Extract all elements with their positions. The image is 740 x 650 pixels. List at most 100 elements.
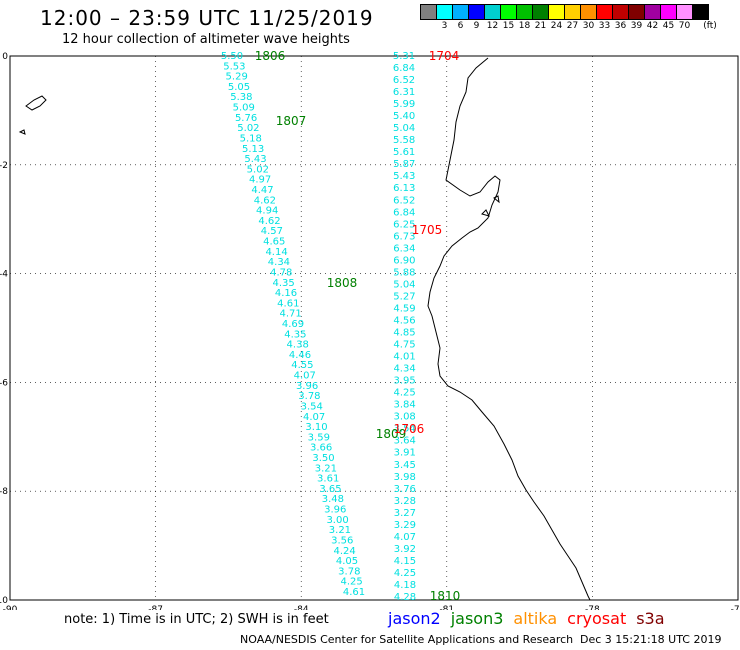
wave-height-value: 3.64 (394, 436, 416, 447)
color-scale-bar (420, 4, 709, 20)
wave-height-value: 6.84 (393, 207, 415, 218)
wave-height-value: 4.35 (272, 278, 294, 289)
wave-height-value: 3.61 (317, 474, 339, 485)
wave-height-value: 3.50 (312, 453, 334, 464)
wave-height-value: 3.92 (394, 544, 416, 555)
wave-height-value: 4.18 (394, 580, 416, 591)
y-tick-label: -6 (0, 378, 8, 388)
pass-time-label: 1705 (412, 223, 443, 237)
pass-time-label: 1808 (327, 276, 358, 290)
color-scale-tick: 27 (566, 21, 579, 31)
color-scale-tick: 6 (457, 21, 464, 31)
color-scale-tick: 9 (473, 21, 480, 31)
wave-height-value: 6.52 (393, 195, 415, 206)
pass-time-label: 1810 (430, 589, 461, 603)
wave-height-value: 5.43 (244, 154, 266, 165)
wave-height-value: 4.57 (261, 226, 283, 237)
wave-height-value: 4.55 (291, 360, 313, 371)
wave-height-value: 4.62 (258, 216, 280, 227)
wave-height-value: 6.31 (393, 87, 415, 98)
wave-height-value: 6.90 (393, 255, 415, 266)
wave-height-value: 4.28 (394, 592, 416, 603)
track-west: 5.505.535.295.055.385.095.765.025.185.13… (221, 51, 365, 598)
wave-height-value: 4.71 (280, 309, 302, 320)
wave-height-value: 3.48 (322, 494, 344, 505)
wave-height-value: 3.98 (394, 472, 416, 483)
x-tick-label: -78 (585, 605, 600, 610)
wave-height-value: 5.02 (247, 164, 269, 175)
wave-height-value: 5.05 (228, 82, 250, 93)
color-scale-tick: 18 (518, 21, 531, 31)
wave-height-value: 4.34 (393, 364, 415, 375)
wave-height-value: 6.52 (393, 75, 415, 86)
chart-title: 12:00 – 23:59 UTC 11/25/2019 (40, 6, 374, 30)
wave-height-value: 4.14 (265, 247, 287, 258)
wave-height-value: 3.54 (301, 401, 323, 412)
color-scale-tick: 45 (662, 21, 675, 31)
grid-lines (10, 56, 738, 600)
wave-height-value: 3.65 (319, 484, 341, 495)
wave-height-value: 3.10 (305, 422, 327, 433)
wave-height-value: 4.47 (251, 185, 273, 196)
footer-timestamp: Dec 3 15:21:18 UTC 2019 (580, 633, 722, 646)
wave-height-value: 3.56 (331, 535, 353, 546)
color-scale-tick: 12 (486, 21, 499, 31)
wave-height-value: 5.18 (240, 133, 262, 144)
wave-height-value: 4.65 (263, 237, 285, 248)
wave-height-value: 5.53 (223, 61, 245, 72)
wave-height-value: 5.50 (221, 51, 243, 62)
wave-height-value: 4.01 (393, 352, 415, 363)
pass-time-label: 1706 (394, 422, 425, 436)
wave-height-value: 5.76 (235, 113, 257, 124)
wave-height-value: 4.61 (277, 298, 299, 309)
track-east: 5.316.846.526.315.995.405.045.585.615.87… (393, 51, 416, 603)
pass-time-label: 1807 (276, 114, 307, 128)
y-tick-label: 0 (2, 52, 8, 62)
wave-height-value: 4.35 (284, 329, 306, 340)
wave-height-value: 5.40 (393, 111, 415, 122)
y-tick-label: -4 (0, 270, 8, 280)
wave-height-value: 3.45 (394, 460, 416, 471)
gulf-islands (481, 195, 500, 217)
wave-height-value: 6.73 (393, 231, 415, 242)
y-tick-label: -2 (0, 161, 8, 171)
wave-height-map: -90-87-84-81-78-750-2-4-6-8-10 5.505.535… (0, 49, 740, 610)
pass-time-label: 1809 (376, 427, 407, 441)
mission-name: s3a (636, 609, 665, 628)
x-tick-label: -81 (439, 605, 454, 610)
wave-height-value: 4.59 (393, 303, 415, 314)
wave-height-value: 5.27 (393, 291, 415, 302)
island-galapagos-small (18, 129, 26, 135)
wave-height-value: 3.66 (310, 443, 332, 454)
axis-tick-labels: -90 -87 -84 -81 -78 -75 0 -2 -4 -6 -8 -10 (0, 52, 740, 610)
wave-height-value: 4.75 (393, 340, 415, 351)
wave-height-value: 3.84 (394, 400, 416, 411)
wave-height-value: 3.54 (394, 424, 416, 435)
pass-time-label: 1806 (255, 49, 286, 63)
wave-height-value: 4.97 (249, 175, 271, 186)
wave-height-value: 5.61 (393, 147, 415, 158)
y-tick-label: -8 (0, 487, 8, 497)
wave-height-value: 5.99 (393, 99, 415, 110)
wave-height-value: 4.25 (393, 388, 415, 399)
wave-height-value: 5.31 (393, 51, 415, 62)
mission-name: cryosat (567, 609, 627, 628)
wave-height-value: 3.21 (329, 525, 351, 536)
wave-height-value: 5.43 (393, 171, 415, 182)
wave-height-value: 4.56 (393, 315, 415, 326)
x-tick-label: -90 (3, 605, 18, 610)
wave-height-value: 3.28 (394, 496, 416, 507)
mission-name: altika (513, 609, 558, 628)
coastline-path (427, 57, 591, 601)
wave-height-value: 4.07 (303, 412, 325, 423)
wave-height-value: 3.29 (394, 520, 416, 531)
wave-height-value: 3.08 (394, 412, 416, 423)
footnote: note: 1) Time is in UTC; 2) SWH is in fe… (64, 612, 329, 627)
x-tick-label: -75 (731, 605, 740, 610)
wave-height-value: 3.76 (394, 484, 416, 495)
color-scale-tick: 30 (582, 21, 595, 31)
mission-name: jason2 (388, 609, 441, 628)
y-tick-label: -10 (0, 596, 8, 606)
color-scale-unit: (ft) (703, 21, 717, 31)
wave-height-value: 6.34 (393, 243, 415, 254)
